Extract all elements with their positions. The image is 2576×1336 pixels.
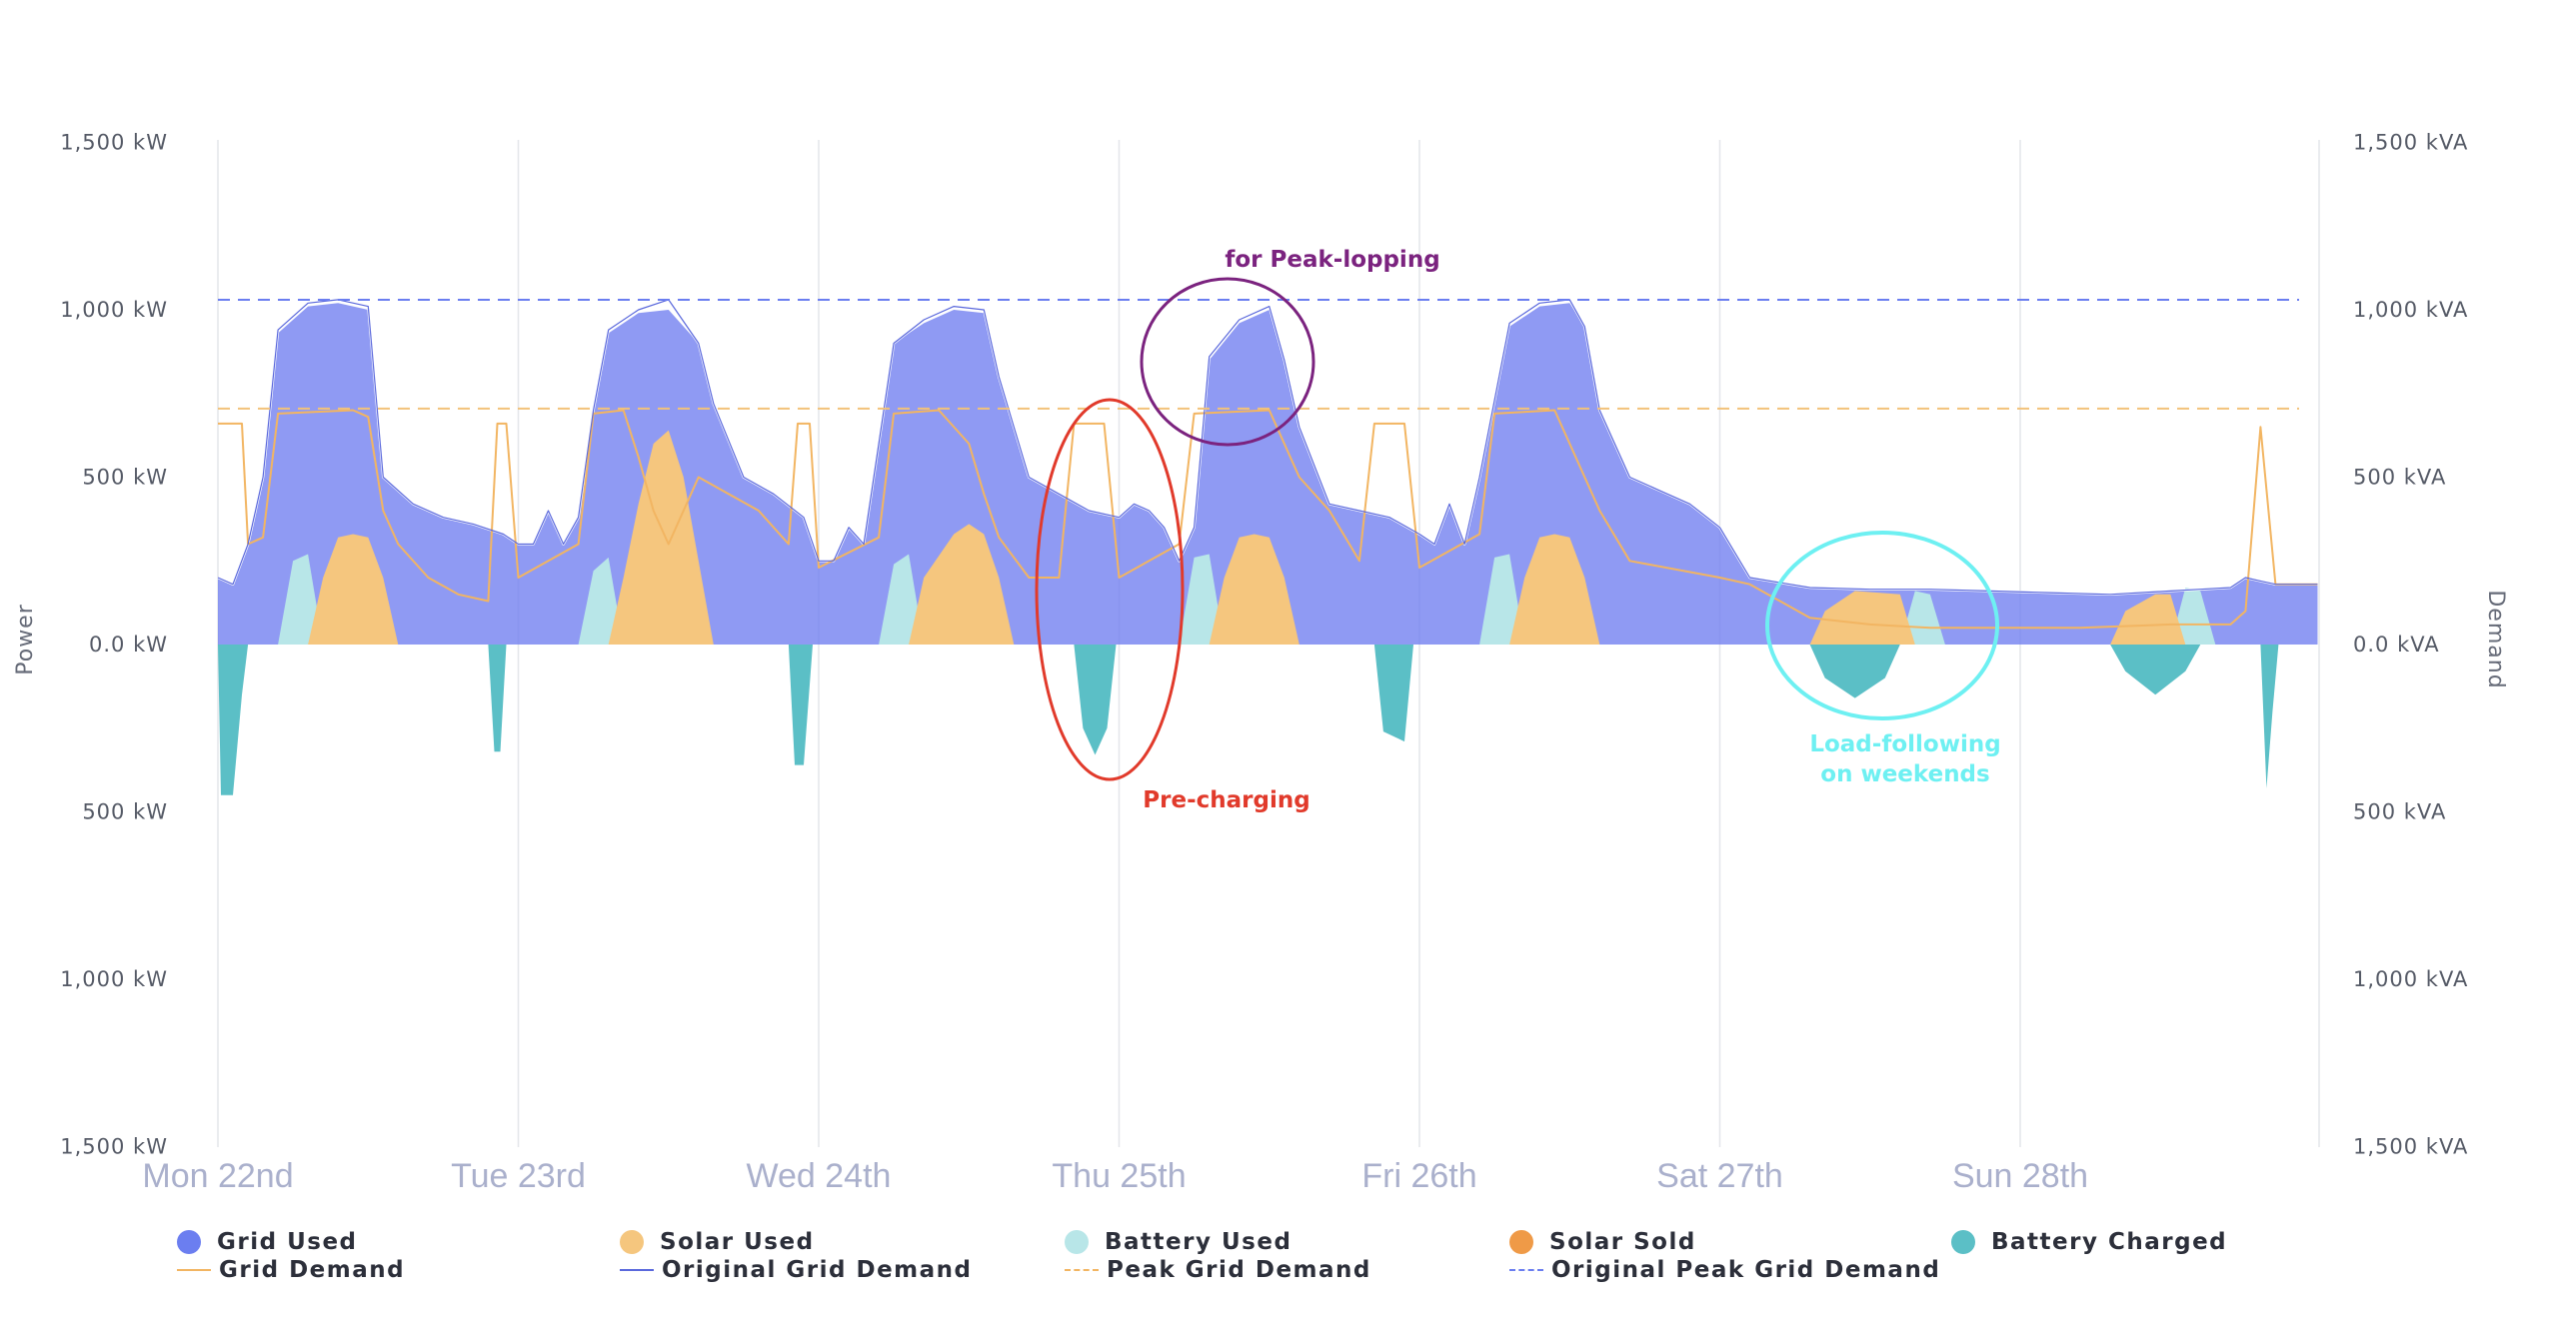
y-tick-right: 1,500 kVA	[2353, 1135, 2468, 1159]
y-tick-right: 500 kVA	[2353, 466, 2446, 490]
x-tick-label: Thu 25th	[1052, 1157, 1186, 1195]
x-tick-label: Sat 27th	[1656, 1157, 1783, 1195]
y-tick-left: 500 kW	[82, 800, 168, 824]
y-tick-right: 0.0 kVA	[2353, 633, 2440, 657]
legend-label: Peak Grid Demand	[1107, 1257, 1371, 1283]
y-tick-right: 1,000 kVA	[2353, 967, 2468, 991]
legend-label: Original Grid Demand	[662, 1257, 973, 1283]
y-tick-left: 1,000 kW	[60, 298, 168, 322]
x-tick-label: Mon 22nd	[142, 1157, 293, 1195]
legend-item-peak-grid-demand: Peak Grid Demand	[1065, 1255, 1371, 1285]
legend-line-icon	[620, 1269, 654, 1271]
legend-dot-icon	[1509, 1230, 1533, 1254]
legend-label: Original Peak Grid Demand	[1551, 1257, 1941, 1283]
y-tick-left: 1,000 kW	[60, 967, 168, 991]
legend-line-icon	[1065, 1269, 1099, 1271]
y-tick-left: 1,500 kW	[60, 131, 168, 155]
y-tick-right: 500 kVA	[2353, 800, 2446, 824]
legend-dot-icon	[620, 1230, 644, 1254]
y-tick-right: 1,000 kVA	[2353, 298, 2468, 322]
load-following-label-line1: Load-following	[1809, 731, 2000, 757]
legend-item-grid-demand: Grid Demand	[177, 1255, 405, 1285]
peak-lopping-label: for Peak-lopping	[1225, 247, 1439, 273]
legend-line-icon	[1509, 1269, 1543, 1271]
legend-label: Solar Sold	[1549, 1229, 1696, 1255]
area-layer	[218, 303, 2318, 795]
legend-label: Battery Used	[1105, 1229, 1292, 1255]
y-axis-left-title: Power	[13, 604, 38, 675]
load-following-label-line2: on weekends	[1820, 761, 1989, 787]
chart-legend: Grid Used Solar Used Battery Used Solar Sol…	[0, 1227, 2576, 1307]
legend-item-original-peak-grid-demand: Original Peak Grid Demand	[1509, 1255, 1940, 1285]
x-tick-label: Tue 23rd	[451, 1157, 586, 1195]
y-axis-right-title: Demand	[2483, 590, 2508, 688]
x-tick-label: Wed 24th	[747, 1157, 892, 1195]
legend-dot-icon	[177, 1230, 201, 1254]
y-tick-left: 1,500 kW	[60, 1135, 168, 1159]
legend-dot-icon	[1951, 1230, 1975, 1254]
series-line-original-grid-demand-inner	[217, 299, 2318, 596]
axis-layer: Power Demand 1,500 kW 1,000 kW 500 kW 0.0 k…	[13, 131, 2508, 1196]
legend-item-battery-charged: Battery Charged	[1951, 1227, 2227, 1257]
y-tick-right: 1,500 kVA	[2353, 131, 2468, 155]
legend-label: Grid Demand	[219, 1257, 406, 1283]
reference-lines	[218, 298, 2299, 410]
series-area-solar-used	[308, 430, 2186, 645]
series-line-grid-demand	[218, 409, 2318, 630]
legend-label: Grid Used	[217, 1229, 358, 1255]
legend-item-battery-used: Battery Used	[1065, 1227, 1291, 1257]
legend-item-solar-used: Solar Used	[620, 1227, 815, 1257]
series-area-grid-used	[218, 303, 2318, 645]
legend-label: Battery Charged	[1991, 1229, 2228, 1255]
pre-charging-label: Pre-charging	[1143, 787, 1309, 813]
y-tick-left: 0.0 kW	[89, 633, 168, 657]
load-following-circle	[1765, 531, 1999, 720]
legend-line-icon	[177, 1269, 211, 1271]
legend-item-original-grid-demand: Original Grid Demand	[620, 1255, 973, 1285]
x-tick-label: Sun 28th	[1952, 1157, 2088, 1195]
line-layer	[217, 298, 2318, 630]
legend-item-grid-used: Grid Used	[177, 1227, 358, 1257]
y-tick-left: 500 kW	[82, 466, 168, 490]
legend-dot-icon	[1065, 1230, 1089, 1254]
x-tick-label: Fri 26th	[1361, 1157, 1476, 1195]
pre-charging-circle	[1035, 398, 1185, 781]
annotation-layer: for Peak-lopping Pre-charging Load-follo…	[1035, 247, 2001, 813]
legend-label: Solar Used	[660, 1229, 815, 1255]
peak-lopping-circle	[1140, 277, 1315, 447]
legend-item-solar-sold: Solar Sold	[1509, 1227, 1696, 1257]
